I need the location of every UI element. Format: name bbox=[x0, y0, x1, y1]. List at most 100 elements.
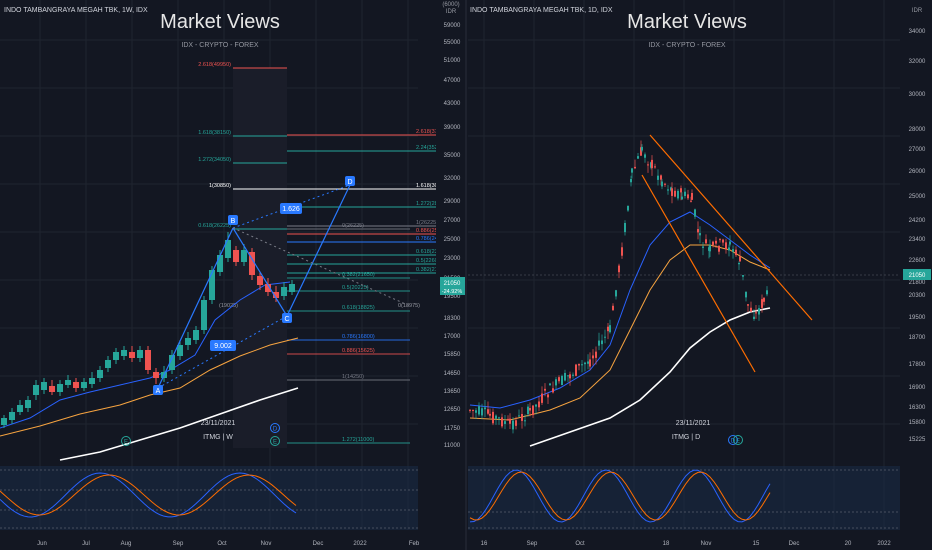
candle-body bbox=[702, 246, 704, 248]
ratio-badge-ab bbox=[210, 340, 236, 351]
extension-level-label: 0.5(2260 bbox=[416, 258, 438, 264]
candle-body bbox=[492, 411, 494, 424]
candle-body bbox=[664, 183, 666, 185]
candle-body bbox=[601, 340, 603, 345]
candle-body bbox=[729, 241, 731, 245]
right-stoch-pane bbox=[468, 466, 900, 530]
candle-body bbox=[185, 338, 191, 345]
candle-body bbox=[569, 374, 571, 379]
price-tick-label: 18700 bbox=[909, 335, 926, 341]
price-tick-label: 13650 bbox=[444, 389, 461, 395]
pattern-leg-ab bbox=[157, 227, 234, 389]
candle-body bbox=[512, 420, 514, 430]
extension-level-label: 2.618(375 bbox=[416, 129, 441, 135]
left-chart-panel: INDO TAMBANGRAYA MEGAH TBK, 1W, IDX Mark… bbox=[0, 0, 466, 550]
price-tick-label: 27000 bbox=[444, 218, 461, 224]
left-watermark-subtitle: IDX - CRYPTO - FOREX bbox=[181, 42, 258, 49]
price-tick-label: 19500 bbox=[909, 315, 926, 321]
retracement-extra-label: (19025) bbox=[219, 303, 238, 309]
candle-body bbox=[587, 361, 589, 364]
candle-body bbox=[722, 239, 724, 243]
candle-body bbox=[193, 330, 199, 340]
candle-body bbox=[472, 409, 474, 411]
candle-body bbox=[667, 189, 669, 191]
price-tick-label: 30000 bbox=[909, 92, 926, 98]
candle-body bbox=[647, 164, 649, 166]
abcd-pattern: A B C D 9.002 1.626 E D E bbox=[121, 176, 411, 446]
candle-body bbox=[81, 382, 87, 388]
ema-fast-line bbox=[469, 211, 771, 409]
right-date-label: 23/11/2021 bbox=[676, 420, 711, 427]
candle-body bbox=[690, 200, 692, 202]
price-tick-label: 35000 bbox=[444, 153, 461, 159]
event-marker-label: E bbox=[736, 439, 740, 445]
left-ticker-label: ITMG | W bbox=[203, 434, 233, 441]
candle-body bbox=[644, 154, 646, 158]
candle-body bbox=[484, 407, 486, 410]
candle-body bbox=[725, 242, 727, 250]
right-watermark-subtitle: IDX - CRYPTO - FOREX bbox=[648, 42, 725, 49]
event-marker-label: E bbox=[124, 440, 128, 446]
extension-level-label: 1.272(282 bbox=[416, 201, 441, 207]
candle-body bbox=[217, 255, 223, 272]
stoch-d-line bbox=[469, 471, 771, 521]
candle-body bbox=[504, 421, 506, 424]
candle-body bbox=[681, 196, 683, 200]
right-ticker-label: ITMG | D bbox=[672, 434, 700, 441]
candle-body bbox=[544, 388, 546, 391]
price-tick-label: 26000 bbox=[909, 169, 926, 175]
pattern-dotted-bd bbox=[232, 184, 351, 229]
candle-body bbox=[515, 420, 517, 426]
candle-body bbox=[113, 352, 119, 360]
candle-body bbox=[552, 388, 554, 393]
ema-fast-line bbox=[0, 281, 291, 429]
ratio-label-cd: 1.626 bbox=[282, 206, 300, 213]
candle-body bbox=[17, 405, 23, 412]
current-price-marker bbox=[440, 277, 465, 295]
price-tick-label: 15850 bbox=[444, 352, 461, 358]
left-fib-levels: 2.618(49950) 1.618(38150) 1.272(34050) 1(30… bbox=[198, 62, 441, 444]
candle-body bbox=[564, 372, 566, 381]
time-tick-label: Oct bbox=[575, 541, 585, 547]
candle-body bbox=[584, 362, 586, 365]
candle-body bbox=[549, 383, 551, 386]
price-tick-label: 15225 bbox=[909, 437, 926, 443]
candle-body bbox=[129, 352, 135, 358]
pattern-projection bbox=[232, 227, 411, 307]
candle-body bbox=[487, 409, 489, 414]
price-tick-label: 11750 bbox=[444, 426, 461, 432]
candle-body bbox=[9, 412, 15, 420]
candle-body bbox=[674, 190, 676, 197]
candle-body bbox=[225, 240, 231, 258]
left-price-axis-bg bbox=[436, 0, 466, 550]
price-axis-unit-label: IDR bbox=[446, 9, 457, 15]
price-tick-label: 12650 bbox=[444, 407, 461, 413]
candle-body bbox=[621, 247, 623, 256]
price-tick-label: 32000 bbox=[444, 176, 461, 182]
right-watermark-title: Market Views bbox=[627, 11, 747, 33]
pattern-point-label: B bbox=[231, 218, 236, 225]
price-tick-label: 24200 bbox=[909, 218, 926, 224]
retracement-level-label: 0.618(18825) bbox=[342, 305, 375, 311]
time-tick-label: Sep bbox=[527, 541, 538, 547]
extension-level-label: 2.24(3522 bbox=[416, 145, 441, 151]
candle-body bbox=[518, 415, 520, 417]
candle-body bbox=[691, 193, 693, 200]
candle-body bbox=[615, 290, 617, 297]
candle-body bbox=[753, 316, 755, 320]
left-symbol-title: INDO TAMBANGRAYA MEGAH TBK, 1W, IDX bbox=[4, 7, 148, 14]
candle-body bbox=[651, 159, 653, 169]
right-symbol-title: INDO TAMBANGRAYA MEGAH TBK, 1D, IDX bbox=[470, 7, 613, 14]
price-tick-label: 20300 bbox=[909, 293, 926, 299]
candle-body bbox=[742, 275, 744, 277]
candle-body bbox=[241, 250, 247, 262]
event-marker bbox=[121, 436, 131, 446]
candle-body bbox=[249, 252, 255, 275]
price-tick-label: 17800 bbox=[909, 362, 926, 368]
candle-body bbox=[521, 413, 523, 421]
ratio-label-ab: 9.002 bbox=[214, 343, 232, 350]
pattern-point-badge bbox=[228, 215, 238, 225]
price-tick-label: 14650 bbox=[444, 371, 461, 377]
current-price-marker bbox=[903, 269, 931, 280]
